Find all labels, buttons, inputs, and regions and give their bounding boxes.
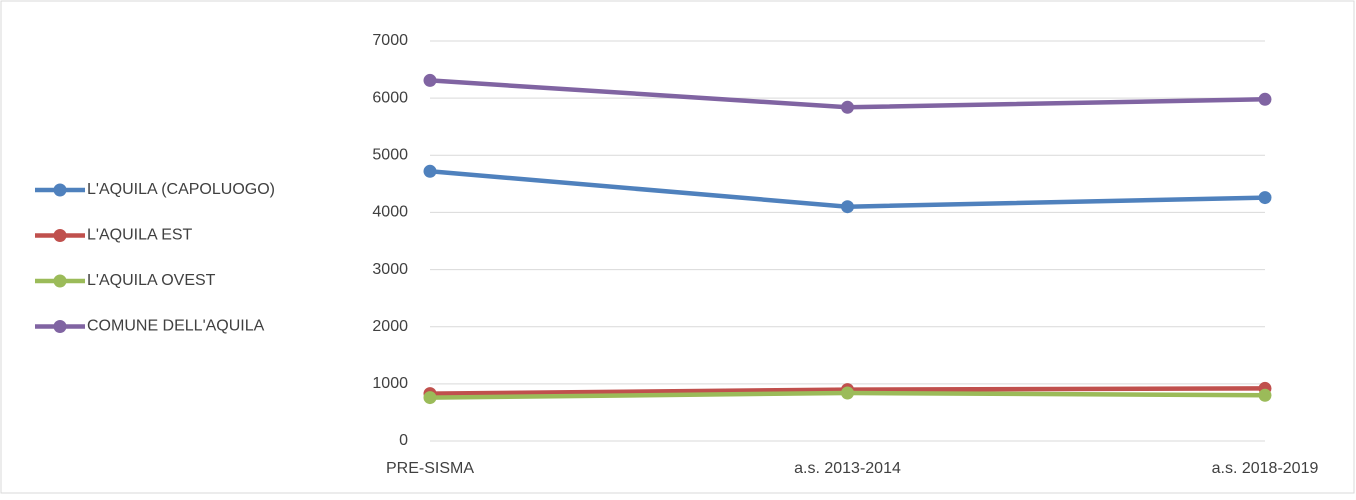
legend-label: L'AQUILA (CAPOLUOGO) (87, 181, 275, 198)
x-tick-label: a.s. 2013-2014 (794, 460, 901, 477)
y-tick-label: 5000 (372, 147, 408, 164)
legend-marker (53, 183, 67, 197)
data-point (1258, 92, 1272, 106)
x-tick-label: a.s. 2018-2019 (1212, 460, 1319, 477)
data-point (423, 391, 437, 405)
data-point (841, 100, 854, 114)
y-tick-label: 3000 (372, 261, 408, 278)
y-tick-label: 6000 (372, 89, 408, 106)
data-point (423, 164, 437, 178)
x-tick-label: PRE-SISMA (386, 460, 474, 477)
legend-marker (53, 229, 67, 242)
data-point (1258, 191, 1272, 205)
legend-label: COMUNE DELL'AQUILA (87, 318, 265, 335)
data-point (423, 73, 437, 87)
y-tick-label: 1000 (372, 375, 408, 392)
y-tick-label: 2000 (372, 318, 408, 335)
data-point (841, 200, 854, 214)
legend-label: L'AQUILA OVEST (87, 272, 216, 289)
legend-label: L'AQUILA EST (87, 227, 193, 244)
y-tick-label: 7000 (372, 32, 408, 49)
legend-marker (53, 274, 67, 288)
y-tick-label: 0 (399, 432, 408, 449)
data-point (841, 386, 854, 400)
y-tick-label: 4000 (372, 204, 408, 221)
data-point (1258, 388, 1272, 402)
legend-marker (53, 320, 67, 333)
